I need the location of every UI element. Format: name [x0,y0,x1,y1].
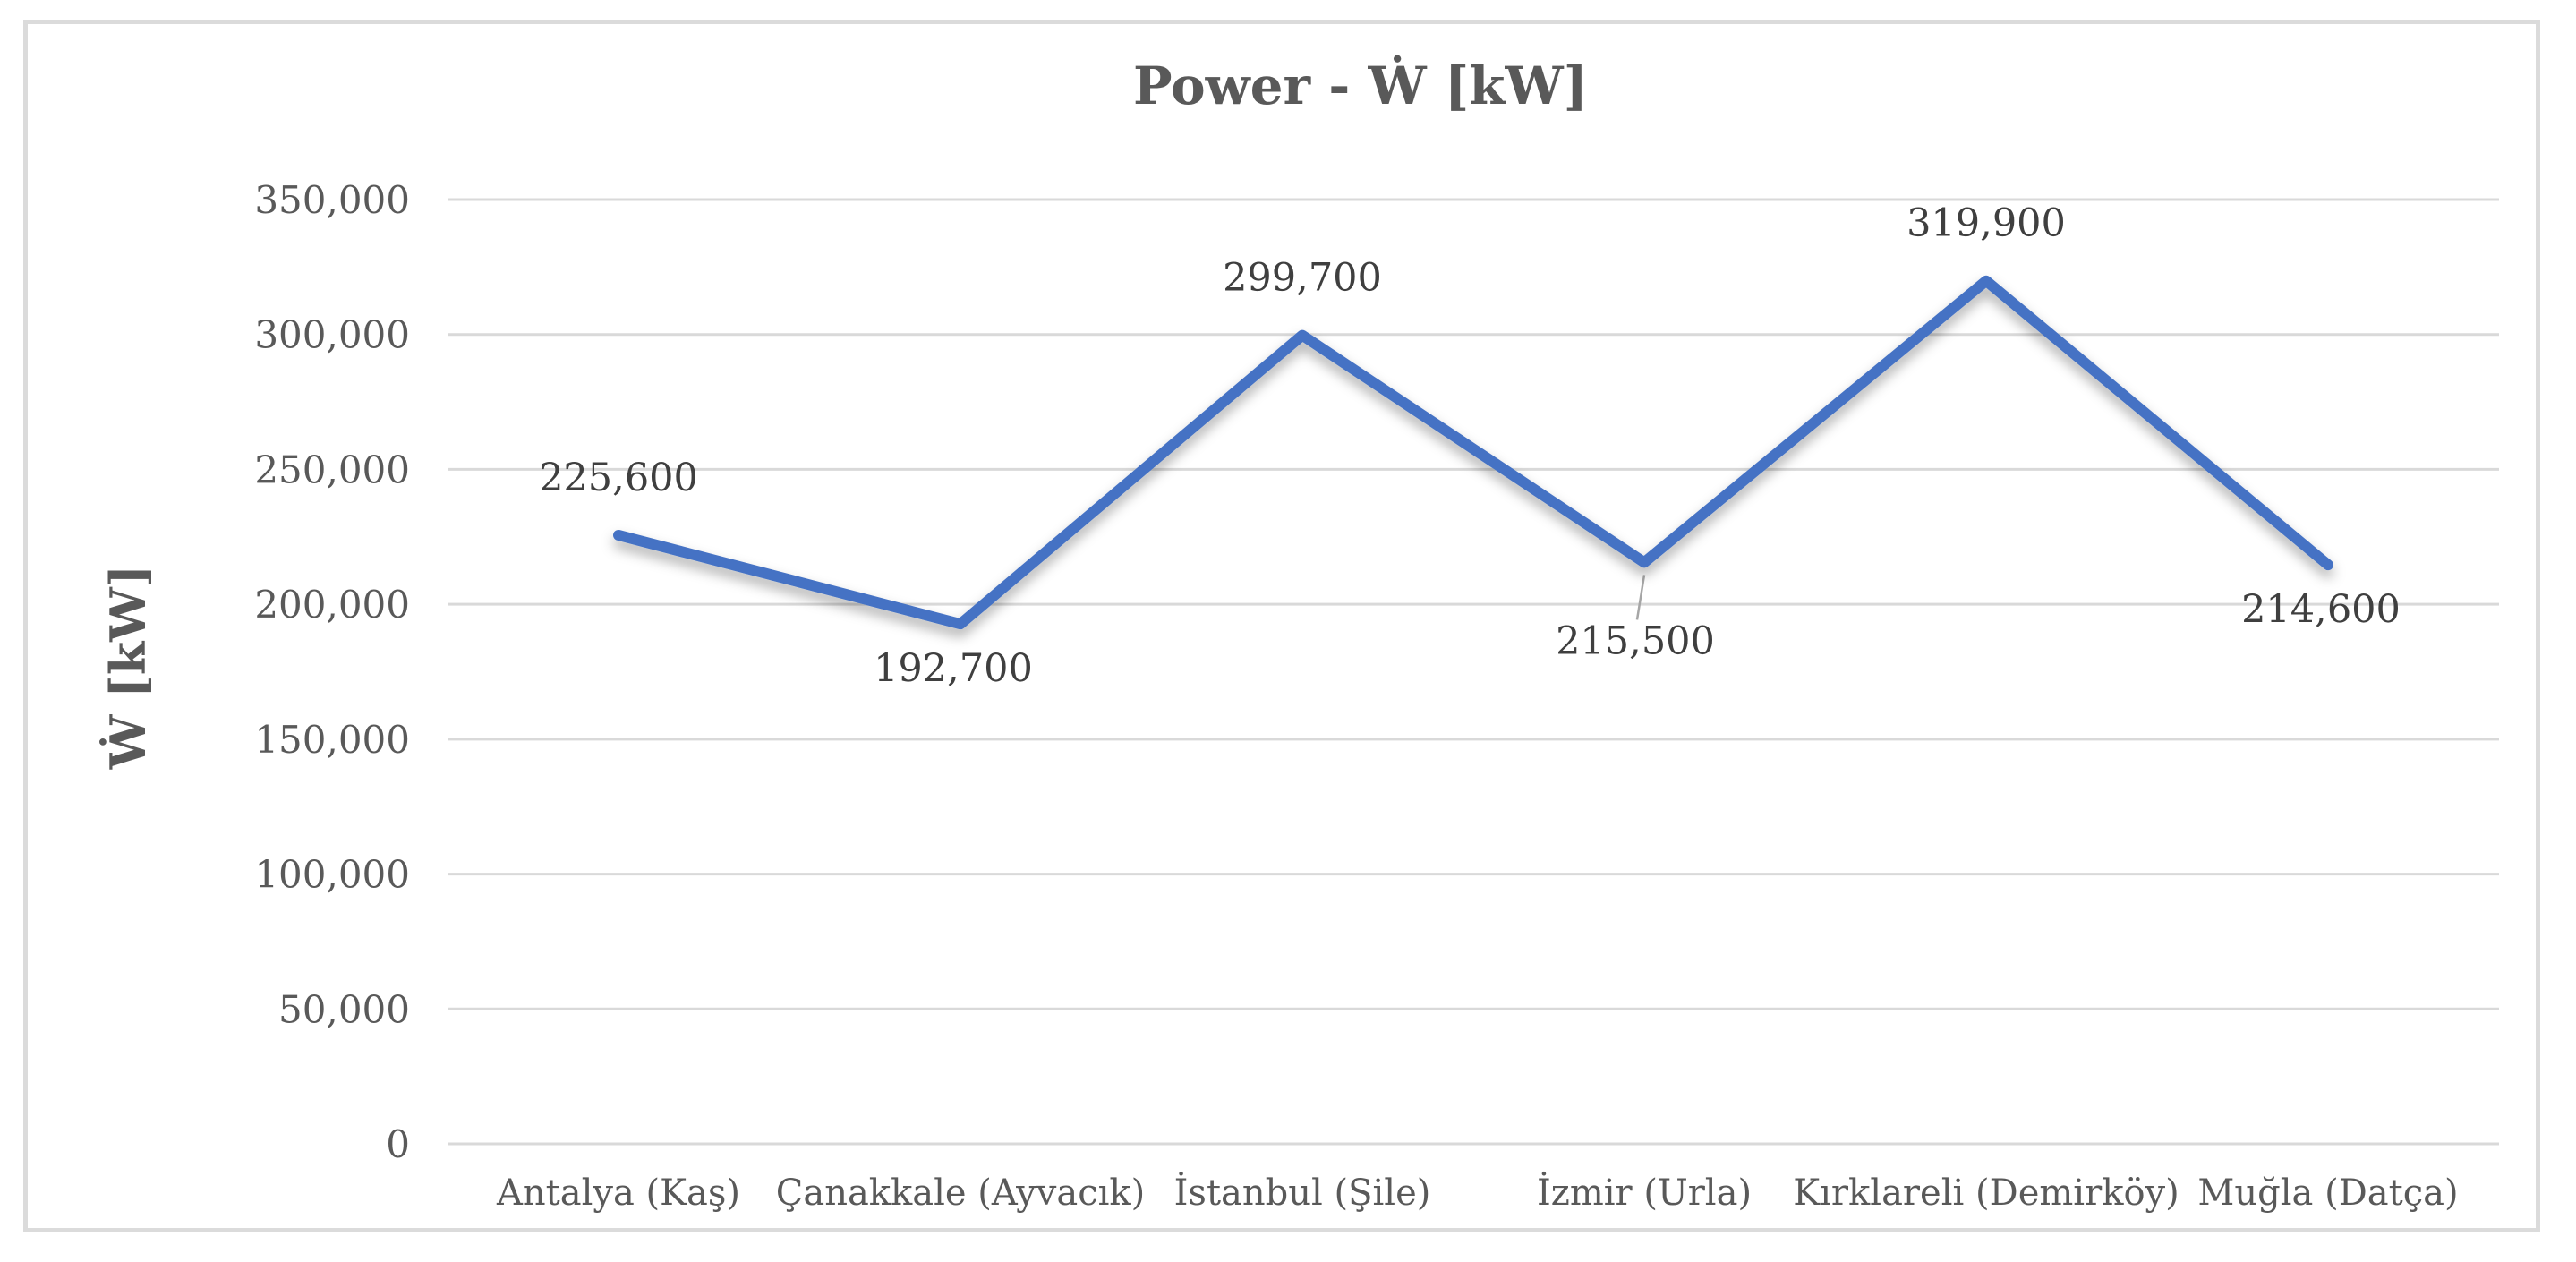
y-tick-label: 350,000 [254,178,410,222]
data-label: 225,600 [539,456,698,500]
x-category-label: İstanbul (Şile) [1174,1172,1431,1214]
y-tick-label: 100,000 [254,853,410,897]
data-label: 192,700 [874,646,1033,691]
data-label: 299,700 [1223,256,1382,301]
x-category-label: Antalya (Kaş) [496,1172,740,1214]
x-category-label: Çanakkale (Ayvacık) [776,1172,1146,1214]
y-tick-label: 200,000 [254,583,410,627]
data-label-leader-line [1635,575,1646,620]
chart-frame [23,20,2540,1232]
y-tick-label: 300,000 [254,313,410,357]
y-axis-title: Ẇ [kW] [99,564,157,770]
chart-title: Power - Ẇ [kW] [1132,55,1589,116]
y-tick-label: 250,000 [254,448,410,491]
x-category-label: Kırklareli (Demirköy) [1793,1172,2179,1214]
data-label: 215,500 [1556,618,1715,663]
y-tick-label: 150,000 [254,718,410,762]
series-line [613,275,2333,630]
y-tick-label: 50,000 [278,987,410,1031]
x-category-label: İzmir (Urla) [1537,1172,1752,1214]
data-label: 214,600 [2241,587,2401,632]
x-category-label: Muğla (Datça) [2197,1172,2458,1214]
y-tick-label: 0 [386,1122,410,1166]
data-label: 319,900 [1906,201,2066,246]
